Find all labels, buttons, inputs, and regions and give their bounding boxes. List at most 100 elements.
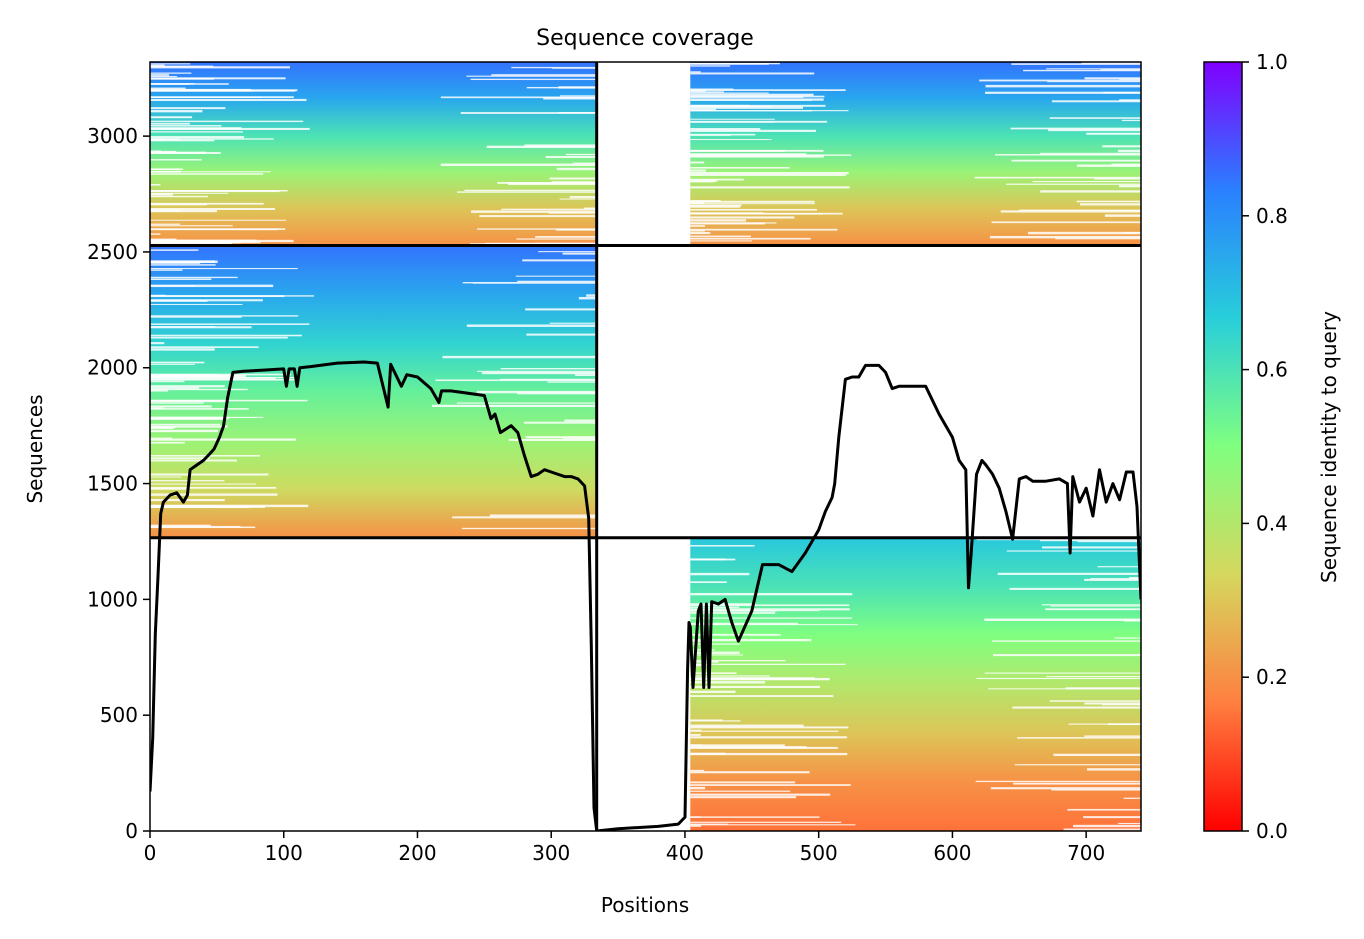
gap-streak — [470, 78, 597, 81]
gap-streak — [150, 72, 192, 74]
gap-streak — [479, 215, 597, 218]
gap-streak — [690, 208, 817, 211]
gap-streak — [522, 259, 597, 262]
gap-streak — [1045, 608, 1141, 611]
gap-streak — [150, 190, 288, 192]
colorbar-gradient — [1204, 62, 1242, 831]
gap-streak — [558, 111, 597, 114]
gap-streak — [472, 282, 597, 284]
gap-streak — [690, 237, 811, 240]
gap-streak — [1053, 753, 1141, 757]
y-tick-label: 2500 — [87, 240, 138, 264]
gap-streak — [556, 167, 597, 171]
gap-streak — [1068, 723, 1141, 725]
gap-streak — [150, 388, 248, 391]
gap-streak — [1051, 100, 1141, 103]
gap-streak — [984, 672, 1141, 674]
gap-streak — [150, 159, 202, 161]
gap-streak — [690, 726, 849, 729]
gap-streak — [1123, 619, 1141, 622]
gap-streak — [1097, 566, 1141, 568]
gap-streak — [690, 216, 795, 219]
gap-streak — [1006, 183, 1141, 185]
gap-streak — [1084, 77, 1141, 80]
gap-streak — [690, 622, 799, 625]
gap-streak — [1086, 132, 1141, 135]
y-tick-label: 3000 — [87, 124, 138, 148]
gap-streak — [489, 514, 597, 517]
gap-streak — [690, 212, 764, 215]
gap-streak — [690, 610, 820, 612]
gap-streak — [466, 324, 597, 327]
gap-streak — [150, 89, 298, 92]
gap-streak — [511, 66, 597, 69]
gap-streak — [1076, 164, 1141, 167]
gap-streak — [690, 118, 775, 120]
gap-streak — [690, 174, 846, 176]
gap-streak — [150, 209, 217, 213]
gap-streak — [1049, 700, 1141, 702]
gap-streak — [690, 624, 858, 626]
gap-streak — [690, 186, 850, 189]
gap-streak — [991, 221, 1141, 224]
gap-streak — [690, 663, 846, 665]
gap-streak — [690, 572, 750, 576]
gap-streak — [1010, 127, 1141, 130]
gap-streak — [150, 493, 278, 496]
gap-streak — [150, 342, 165, 345]
gap-streak — [690, 129, 816, 132]
gap-streak — [150, 441, 185, 444]
gap-streak — [150, 316, 242, 318]
gap-streak — [690, 790, 791, 792]
gap-streak — [481, 371, 597, 375]
gap-streak — [690, 153, 807, 155]
gap-streak — [1006, 550, 1141, 552]
gap-streak — [551, 67, 597, 69]
gap-streak — [150, 303, 243, 305]
gap-streak — [989, 235, 1141, 239]
gap-streak — [1019, 209, 1141, 211]
gap-streak — [1047, 128, 1141, 132]
gap-streak — [690, 181, 715, 183]
gap-streak — [525, 436, 597, 439]
colorbar-tick-label: 0.0 — [1256, 819, 1288, 843]
gap-streak — [150, 116, 193, 119]
gap-streak — [150, 427, 174, 430]
gap-streak — [690, 746, 807, 749]
gap-streak — [690, 643, 740, 645]
gap-streak — [150, 499, 225, 502]
gap-streak — [690, 205, 741, 208]
gap-streak — [1121, 119, 1141, 122]
chart-title: Sequence coverage — [536, 26, 754, 51]
gap-streak — [150, 438, 296, 441]
gap-streak — [150, 295, 285, 298]
gap-streak — [690, 736, 847, 739]
gap-streak — [150, 405, 212, 408]
gap-streak — [1032, 180, 1141, 183]
gap-streak — [150, 107, 226, 110]
gap-streak — [1084, 735, 1141, 737]
gap-streak — [150, 228, 278, 231]
gap-streak — [466, 75, 597, 77]
gap-streak — [690, 604, 850, 607]
gap-streak — [150, 127, 242, 130]
gap-streak — [1114, 637, 1141, 639]
coverage-block — [150, 62, 597, 246]
gap-streak — [1076, 200, 1141, 203]
gap-streak — [150, 168, 181, 170]
gap-streak — [690, 120, 828, 123]
gap-streak — [1013, 782, 1141, 785]
gap-streak — [545, 155, 597, 159]
gap-streak — [1017, 737, 1141, 739]
gap-streak — [508, 183, 597, 186]
gap-streak — [690, 99, 813, 101]
gap-streak — [690, 796, 797, 799]
gap-streak — [690, 91, 724, 93]
gap-streak — [1083, 816, 1141, 819]
gap-streak — [1111, 163, 1141, 166]
gap-streak — [1023, 69, 1141, 72]
gap-streak — [150, 219, 287, 221]
gap-streak — [690, 581, 727, 584]
gap-streak — [150, 455, 260, 457]
x-tick-label: 200 — [398, 841, 436, 865]
